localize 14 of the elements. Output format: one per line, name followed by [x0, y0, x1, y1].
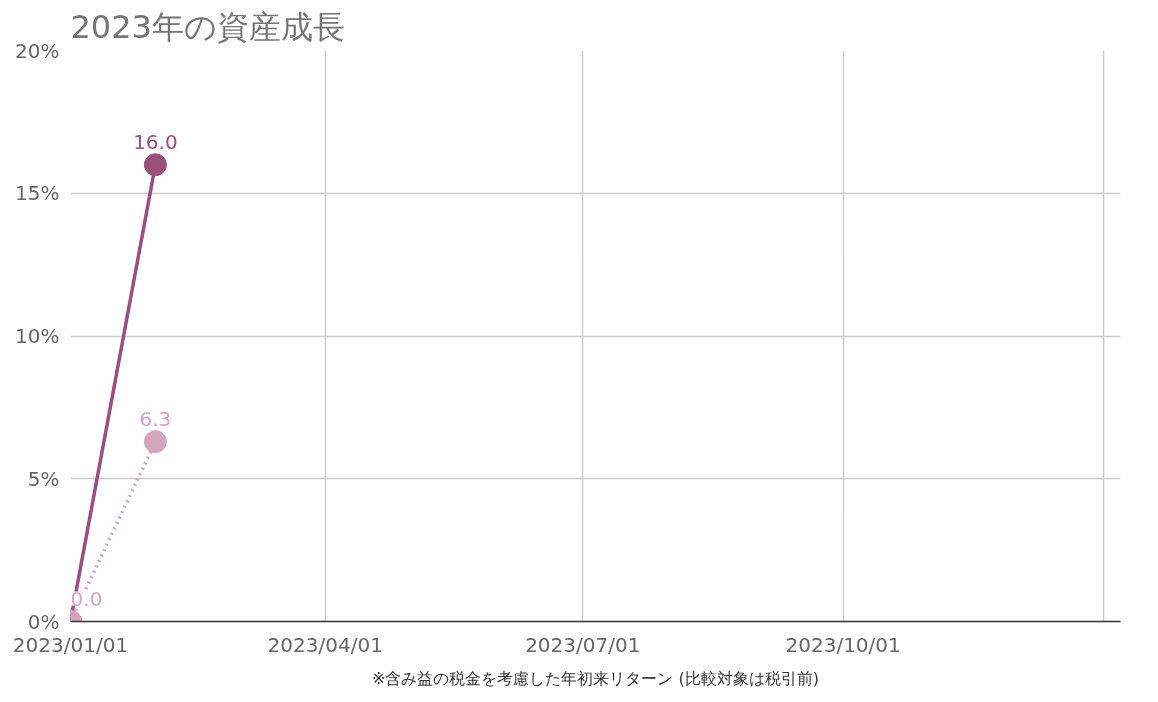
- x-tick-label: 2023/10/01: [785, 632, 901, 657]
- data-label: 6.3: [139, 406, 172, 431]
- x-tick-label: 2023/01/01: [12, 632, 129, 657]
- x-tick-label: 2023/04/01: [267, 632, 383, 657]
- data-label: 0.0: [70, 586, 103, 611]
- y-tick-label: 15%: [15, 181, 60, 206]
- y-tick-label: 10%: [15, 324, 60, 348]
- y-tick-label: 5%: [27, 466, 60, 491]
- y-tick-label: 0%: [27, 609, 60, 634]
- data-label: 16.0: [133, 129, 178, 154]
- chart-title: 2023年の資産成長: [70, 7, 345, 46]
- text: ※含み益の税金を考慮した年初来リターン (比較対象は税引前): [372, 669, 819, 688]
- x-tick-label: 2023/07/01: [525, 632, 641, 657]
- y-tick-label: 20%: [15, 38, 60, 63]
